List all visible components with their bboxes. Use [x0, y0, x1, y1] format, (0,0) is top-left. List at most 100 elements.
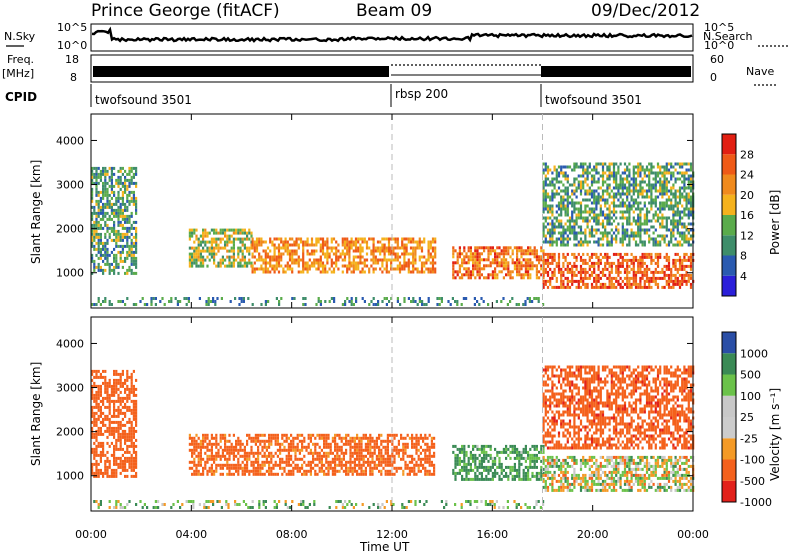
- data-cell: [115, 384, 118, 388]
- data-cell: [228, 237, 231, 241]
- data-cell: [248, 261, 251, 265]
- data-cell: [491, 270, 494, 274]
- data-cell: [115, 214, 118, 218]
- data-cell: [91, 175, 94, 179]
- data-cell: [316, 454, 319, 458]
- data-cell: [546, 273, 550, 277]
- data-cell: [656, 216, 660, 220]
- data-cell: [599, 210, 602, 214]
- data-cell: [130, 381, 133, 385]
- data-cell: [546, 264, 550, 268]
- data-cell: [215, 451, 218, 455]
- data-cell: [606, 255, 609, 259]
- data-cell: [340, 457, 343, 461]
- data-cell: [403, 267, 406, 271]
- data-cell: [557, 213, 561, 217]
- data-cell: [132, 429, 135, 433]
- data-cell: [221, 246, 224, 250]
- data-cell: [119, 372, 122, 376]
- data-cell: [258, 243, 261, 247]
- data-cell: [685, 273, 688, 277]
- data-cell: [408, 466, 411, 470]
- data-cell: [557, 258, 561, 262]
- data-cell: [261, 460, 264, 464]
- data-cell: [150, 300, 153, 303]
- data-cell: [312, 454, 315, 458]
- data-cell: [348, 252, 351, 256]
- data-cell: [132, 250, 135, 254]
- data-cell: [496, 252, 499, 256]
- data-cell: [367, 442, 370, 446]
- data-cell: [97, 220, 100, 224]
- data-cell: [199, 234, 202, 238]
- data-cell: [361, 270, 364, 274]
- data-cell: [281, 460, 284, 464]
- data-cell: [681, 231, 684, 235]
- data-cell: [124, 235, 127, 239]
- data-cell: [207, 303, 210, 306]
- data-cell: [681, 267, 684, 271]
- data-cell: [573, 192, 576, 196]
- data-cell: [483, 249, 486, 253]
- data-cell: [304, 303, 307, 306]
- data-cell: [584, 270, 587, 274]
- data-cell: [106, 262, 109, 266]
- data-cell: [349, 439, 352, 443]
- data-cell: [577, 183, 580, 187]
- data-cell: [97, 429, 100, 433]
- data-cell: [199, 454, 202, 458]
- data-cell: [564, 228, 567, 232]
- data-cell: [91, 223, 94, 227]
- data-cell: [277, 237, 281, 241]
- data-cell: [320, 454, 323, 458]
- data-cell: [542, 303, 545, 306]
- data-cell: [606, 213, 609, 217]
- data-cell: [683, 225, 686, 229]
- data-cell: [400, 433, 403, 437]
- data-cell: [353, 466, 356, 470]
- data-cell: [359, 237, 362, 241]
- data-cell: [108, 214, 111, 218]
- data-cell: [350, 246, 353, 250]
- data-cell: [507, 261, 510, 265]
- data-cell: [566, 234, 569, 238]
- data-cell: [309, 436, 312, 440]
- data-cell: [334, 454, 337, 458]
- data-cell: [656, 276, 660, 280]
- data-cell: [363, 258, 366, 262]
- data-cell: [564, 204, 567, 208]
- data-cell: [674, 276, 677, 280]
- data-cell: [654, 180, 657, 184]
- data-cell: [239, 448, 242, 452]
- data-cell: [317, 300, 320, 303]
- data-cell: [403, 258, 406, 262]
- data-cell: [95, 393, 98, 397]
- data-cell: [674, 195, 677, 199]
- data-cell: [232, 454, 235, 458]
- data-cell: [232, 261, 235, 265]
- data-cell: [630, 276, 633, 280]
- data-cell: [689, 186, 693, 190]
- data-cell: [219, 466, 222, 470]
- data-cell: [326, 258, 329, 262]
- data-cell: [553, 186, 556, 190]
- data-cell: [560, 237, 563, 241]
- data-cell: [467, 276, 470, 280]
- data-cell: [637, 189, 640, 193]
- data-cell: [621, 183, 624, 187]
- data-cell: [248, 252, 251, 256]
- data-cell: [119, 384, 122, 388]
- data-cell: [575, 255, 578, 259]
- data-cell: [367, 457, 370, 461]
- data-cell: [502, 276, 505, 280]
- data-cell: [687, 216, 690, 220]
- data-cell: [95, 235, 98, 239]
- data-cell: [353, 463, 356, 467]
- data-cell: [663, 168, 666, 172]
- data-cell: [395, 469, 398, 473]
- data-cell: [595, 180, 598, 184]
- data-cell: [102, 193, 105, 197]
- data-cell: [571, 282, 574, 286]
- data-cell: [252, 472, 255, 476]
- data-cell: [505, 246, 508, 250]
